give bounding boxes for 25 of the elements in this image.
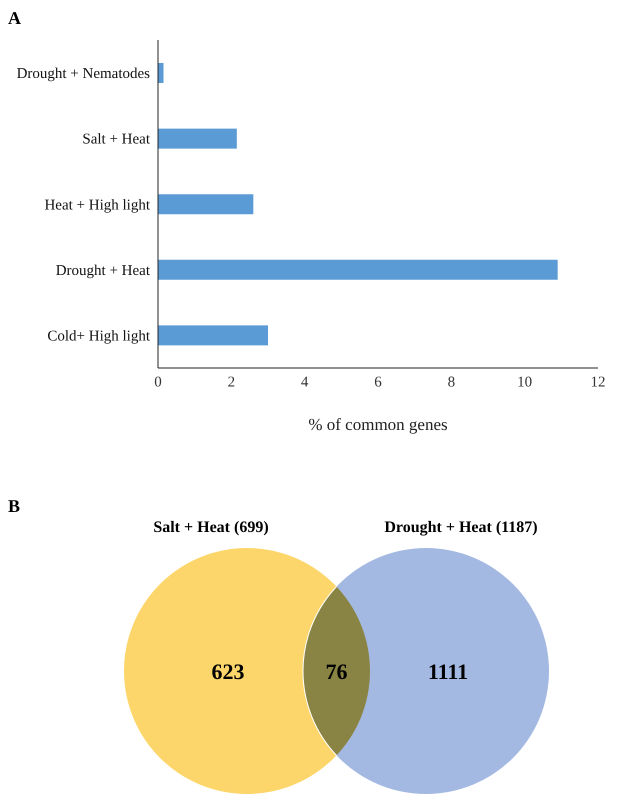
y-tick-label: Drought + Heat (56, 262, 151, 279)
bar (158, 128, 237, 149)
y-tick-label: Cold+ High light (47, 328, 151, 345)
y-tick-label: Drought + Nematodes (16, 66, 150, 82)
bar (158, 260, 558, 280)
x-tick-label: 2 (228, 374, 236, 391)
bar (158, 194, 254, 214)
x-tick-label: 8 (448, 374, 456, 391)
bar (158, 63, 164, 83)
x-axis-title: % of common genes (308, 415, 448, 434)
text: Drought + Heat (1187) (384, 519, 538, 536)
x-tick-label: 0 (154, 374, 162, 391)
x-tick-label: 4 (300, 374, 309, 391)
x-tick-label: 6 (374, 374, 382, 391)
chart-title: A (8, 8, 21, 29)
y-tick-label: Salt + Heat (82, 132, 151, 148)
x-tick-label: 12 (590, 374, 606, 391)
data-label: 1111 (428, 659, 468, 684)
text: B (8, 496, 20, 516)
bar (158, 325, 268, 346)
x-tick-label: 10 (517, 374, 532, 391)
data-label: 76 (326, 659, 348, 684)
data-label: 623 (212, 659, 244, 684)
text: Salt + Heat (699) (153, 519, 269, 536)
y-tick-label: Heat + High light (44, 197, 151, 214)
